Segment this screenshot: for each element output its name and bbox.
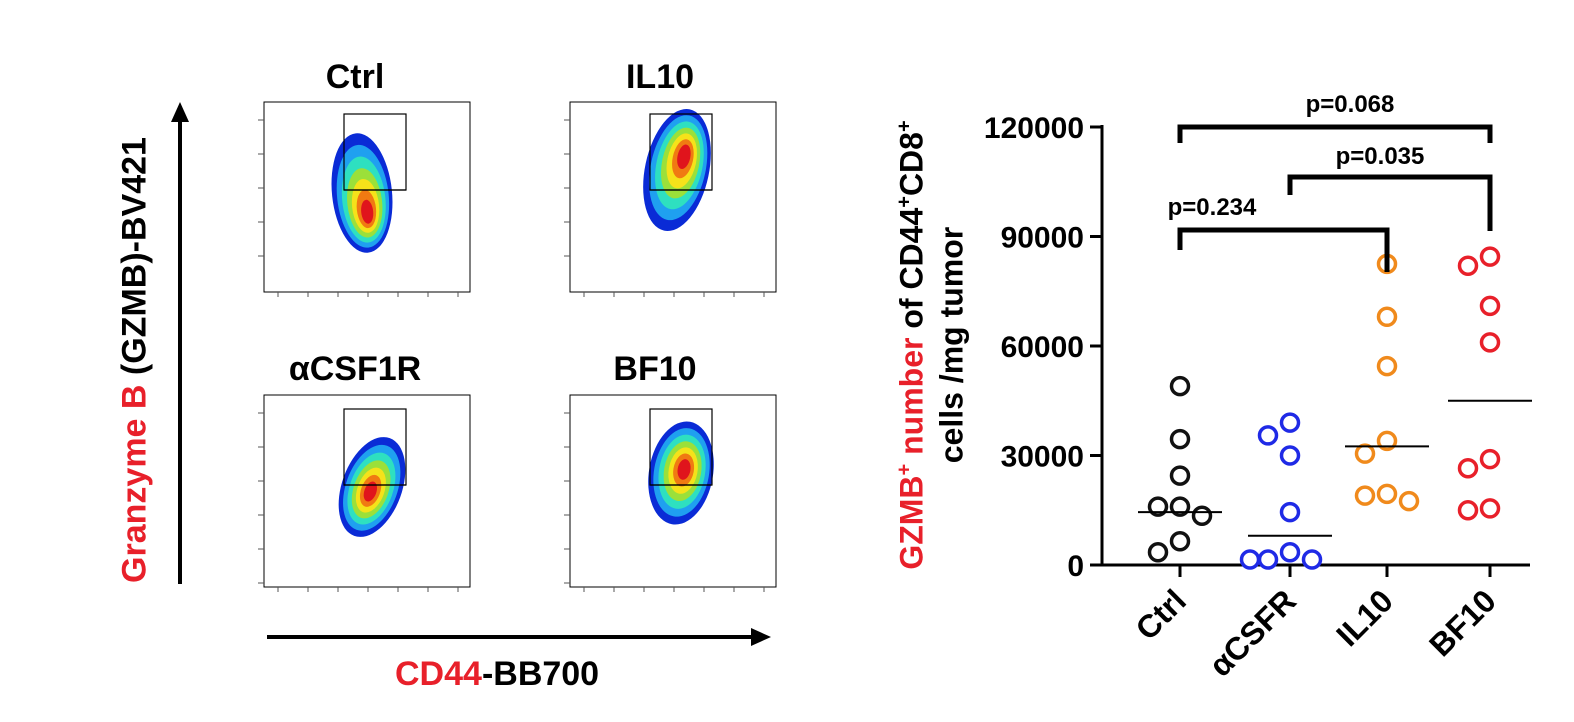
comparison-bracket bbox=[1177, 227, 1390, 272]
flow-title-ctrl: Ctrl bbox=[325, 58, 385, 96]
data-point bbox=[1191, 505, 1213, 526]
flow-density-blob bbox=[643, 108, 711, 232]
data-point bbox=[1376, 355, 1398, 377]
data-point bbox=[1376, 483, 1398, 505]
data-point bbox=[1398, 490, 1420, 512]
data-point bbox=[1169, 465, 1191, 486]
data-point bbox=[1239, 549, 1261, 570]
data-point bbox=[1279, 541, 1301, 563]
data-point bbox=[1457, 458, 1479, 479]
data-point bbox=[1169, 375, 1191, 397]
flow-density-level bbox=[363, 481, 378, 502]
flow-density-blob bbox=[648, 421, 714, 525]
x-tick-label: BF10 bbox=[1422, 582, 1503, 663]
data-point bbox=[1169, 531, 1191, 552]
comparison-bracket bbox=[1177, 124, 1493, 143]
y-tick-label: 120000 bbox=[984, 112, 1084, 145]
data-point bbox=[1376, 306, 1398, 328]
flow-x-arrow bbox=[267, 628, 771, 646]
data-point bbox=[1279, 412, 1301, 433]
data-point bbox=[1169, 496, 1191, 517]
comparison-bracket bbox=[1287, 174, 1493, 231]
data-point bbox=[1376, 430, 1398, 452]
x-tick-label: Ctrl bbox=[1129, 582, 1193, 646]
data-point bbox=[1257, 425, 1279, 446]
data-point bbox=[1257, 549, 1279, 570]
flow-density-level bbox=[361, 199, 374, 224]
data-point bbox=[1147, 496, 1169, 517]
data-point bbox=[1301, 549, 1323, 570]
flow-title-acsf1r: αCSF1R bbox=[288, 350, 422, 388]
data-point bbox=[1354, 485, 1376, 506]
flow-plot-acsf1r bbox=[258, 394, 471, 592]
x-tick-label: αCSFR bbox=[1202, 582, 1303, 683]
p-value-label: p=0.234 bbox=[1168, 194, 1257, 221]
data-point bbox=[1169, 428, 1191, 450]
p-value-label: p=0.035 bbox=[1336, 143, 1425, 170]
data-point bbox=[1479, 332, 1501, 353]
y-tick-label: 0 bbox=[1067, 550, 1084, 583]
y-tick-label: 60000 bbox=[1001, 331, 1084, 364]
y-tick-label: 30000 bbox=[1001, 441, 1084, 474]
x-tick-label: IL10 bbox=[1329, 582, 1400, 653]
data-point bbox=[1479, 498, 1501, 519]
flow-density-blob bbox=[338, 437, 406, 537]
flow-density-level bbox=[677, 459, 691, 480]
flow-x-axis-label: CD44-BB700 bbox=[395, 655, 599, 694]
data-point bbox=[1479, 448, 1501, 470]
flow-title-il10: IL10 bbox=[625, 58, 695, 96]
flow-x-axis-red: CD44 bbox=[395, 655, 482, 693]
flow-density-blob bbox=[331, 133, 393, 253]
flow-plot-ctrl bbox=[258, 101, 471, 297]
p-value-label: p=0.068 bbox=[1306, 91, 1395, 118]
data-point bbox=[1457, 500, 1479, 521]
flow-plot-il10 bbox=[564, 101, 777, 297]
flow-x-axis-black: -BB700 bbox=[481, 655, 600, 693]
flow-plot-bf10 bbox=[564, 394, 777, 592]
flow-density-level bbox=[677, 144, 691, 169]
flow-y-arrow bbox=[171, 102, 189, 584]
data-point bbox=[1279, 445, 1301, 466]
data-point bbox=[1479, 295, 1501, 317]
data-point bbox=[1147, 541, 1169, 563]
data-point bbox=[1479, 246, 1501, 267]
y-tick-label: 90000 bbox=[1001, 222, 1084, 255]
data-point bbox=[1354, 443, 1376, 464]
flow-title-bf10: BF10 bbox=[613, 350, 697, 388]
data-point bbox=[1457, 255, 1479, 276]
data-point bbox=[1279, 501, 1301, 523]
